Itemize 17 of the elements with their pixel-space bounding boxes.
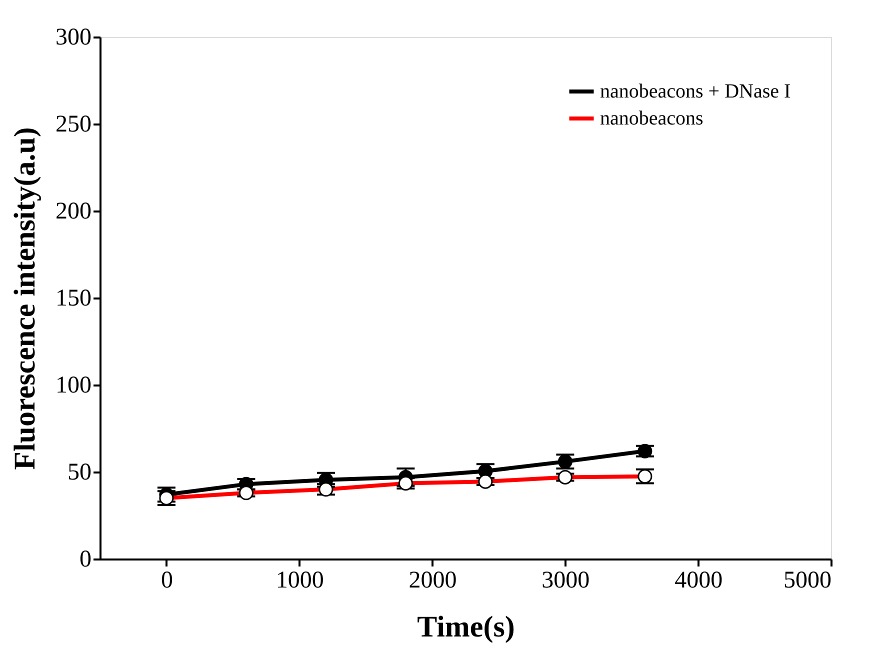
- legend-label: nanobeacons: [600, 108, 704, 130]
- y-tick-label: 0: [80, 546, 92, 572]
- y-tick-label: 250: [56, 112, 92, 138]
- x-tick-label: 4000: [674, 568, 723, 594]
- x-tick-label: 2000: [408, 568, 457, 594]
- x-tick-label: 3000: [542, 568, 590, 594]
- y-tick-label: 150: [56, 286, 92, 312]
- x-tick-label: 5000: [784, 568, 832, 594]
- y-tick-label: 200: [56, 198, 92, 224]
- y-axis-title: Fluorescence intensity(a.u): [8, 127, 42, 470]
- y-tick-label: 50: [68, 460, 92, 486]
- y-tick-label: 300: [56, 24, 92, 50]
- x-axis-title: Time(s): [417, 610, 515, 644]
- y-tick-label: 100: [56, 372, 92, 398]
- x-tick-label: 0: [160, 568, 173, 594]
- legend-label: nanobeacons + DNase I: [600, 80, 791, 102]
- x-tick-label: 1000: [276, 568, 324, 594]
